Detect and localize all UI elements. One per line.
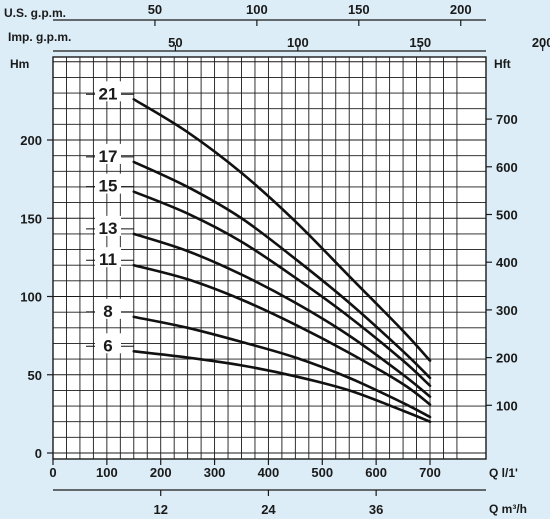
curve-label-21: 21	[99, 84, 118, 103]
x-us-gpm-axis-label: U.S. g.p.m.	[4, 6, 66, 20]
curve-label-backdrop	[95, 81, 121, 102]
curve-label-backdrop	[95, 215, 121, 236]
x-us-gpm-tick-label: 150	[348, 2, 370, 17]
y-right-tick-label: 300	[496, 303, 518, 318]
x-imp-gpm-tick-label: 150	[409, 35, 431, 50]
x-bottom-tick-label: 200	[150, 465, 172, 480]
curve-21	[132, 98, 432, 362]
x-imp-gpm-tick-label: 100	[287, 35, 309, 50]
y-left-tick-label: 100	[20, 290, 42, 305]
y-left-tick-label: 50	[28, 368, 42, 383]
x-us-gpm-tick-label: 50	[148, 2, 162, 17]
x-m3h-axis-label: Q m³/h	[489, 502, 527, 516]
y-right-tick-label: 400	[496, 255, 518, 270]
x-us-gpm-tick-label: 100	[246, 2, 268, 17]
x-imp-gpm-tick-label: 50	[168, 35, 182, 50]
x-bottom-tick-label: 700	[419, 465, 441, 480]
y-right-tick-label: 100	[496, 398, 518, 413]
x-m3h-tick-label: 36	[369, 502, 383, 517]
y-left-tick-label: 0	[35, 446, 42, 461]
curve-label-17: 17	[99, 147, 118, 166]
y-right-tick-label: 700	[496, 112, 518, 127]
x-bottom-axis-label: Q l/1'	[489, 466, 518, 480]
y-left-axis-label: Hm	[10, 57, 29, 71]
curve-label-8: 8	[103, 302, 112, 321]
x-bottom-tick-label: 100	[96, 465, 118, 480]
y-right-tick-label: 200	[496, 351, 518, 366]
curve-17	[132, 160, 432, 380]
curve-6	[132, 349, 432, 423]
y-right-tick-label: 600	[496, 160, 518, 175]
x-imp-gpm-axis-label: Imp. g.p.m.	[8, 30, 71, 44]
x-m3h-tick-label: 24	[261, 502, 276, 517]
axes: 0 50 100 150 200 Hm 100 200 300 400 500 600 700 Hft 0 1…	[4, 2, 550, 517]
x-bottom-tick-label: 400	[258, 465, 280, 480]
x-imp-gpm-tick-label: 200	[532, 35, 550, 50]
y-left-tick-label: 200	[20, 133, 42, 148]
curve-8	[132, 315, 432, 419]
curve-label-backdrop	[95, 173, 121, 194]
x-bottom-tick-label: 300	[204, 465, 226, 480]
x-m3h-tick-label: 12	[153, 502, 167, 517]
x-bottom-tick-label: 500	[311, 465, 333, 480]
y-left-tick-label: 150	[20, 211, 42, 226]
curve-15	[132, 190, 432, 388]
curve-label-backdrop	[95, 298, 121, 319]
curve-11	[132, 263, 432, 406]
curve-label-6: 6	[103, 336, 112, 355]
x-us-gpm-tick-label: 200	[450, 2, 472, 17]
curve-label-11: 11	[99, 250, 117, 269]
y-right-tick-label: 500	[496, 207, 518, 222]
x-bottom-tick-label: 0	[49, 465, 56, 480]
curves: 21 17 15 13 11 8 6	[86, 81, 432, 423]
y-right-axis-label: Hft	[494, 57, 511, 71]
curve-label-13: 13	[99, 219, 118, 238]
curve-label-backdrop	[95, 143, 121, 164]
curve-label-15: 15	[99, 177, 118, 196]
x-bottom-tick-label: 600	[365, 465, 387, 480]
curve-label-backdrop	[95, 247, 121, 268]
curve-13	[132, 232, 432, 398]
curve-label-backdrop	[95, 333, 121, 354]
